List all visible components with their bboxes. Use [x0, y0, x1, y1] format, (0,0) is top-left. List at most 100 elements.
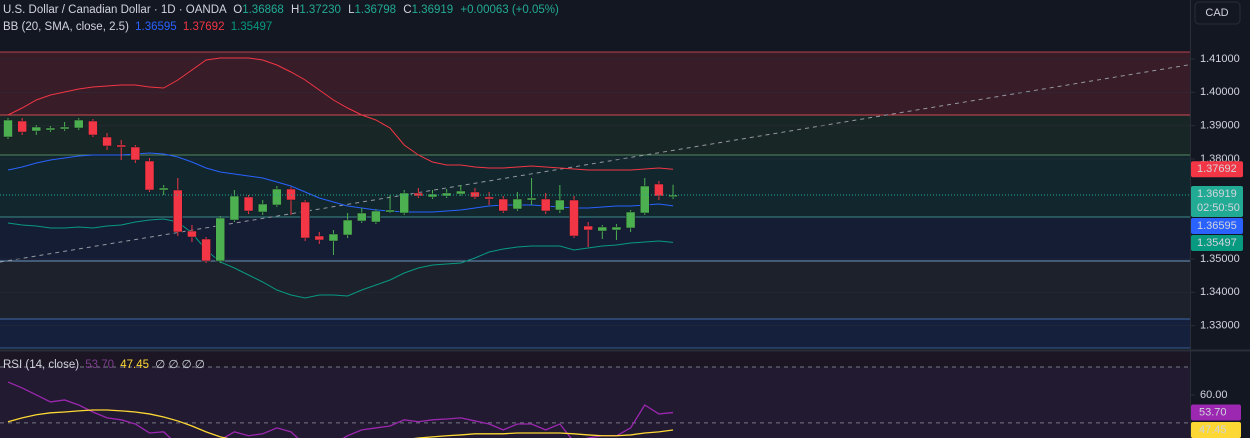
candle-body: [88, 120, 98, 136]
candle-body: [399, 192, 409, 214]
rsi-band: [0, 367, 1190, 438]
candle-body: [413, 192, 424, 197]
zone: [0, 155, 1190, 217]
candle-body: [116, 144, 126, 148]
rsi-extra: ∅ ∅ ∅ ∅: [155, 359, 205, 371]
price-badge: [1191, 235, 1243, 252]
candle-body: [102, 136, 112, 147]
candle-body: [243, 196, 254, 212]
candle-body: [654, 183, 664, 197]
candle-body: [342, 219, 353, 236]
ohlc-value: 1.36798: [355, 4, 397, 16]
candle-body: [201, 238, 211, 262]
drawings: [0, 51, 1190, 349]
candle-body: [498, 198, 508, 212]
bb-legend: BB (20, SMA, close, 2.5) 1.36595 1.37692…: [3, 21, 272, 33]
zone: [0, 115, 1190, 155]
candle-body: [328, 233, 339, 242]
bb-upper-value: 1.37692: [183, 21, 225, 33]
candle-body: [130, 146, 141, 161]
candle-body: [441, 192, 452, 197]
rsi-pane: [0, 351, 1190, 438]
candle-body: [357, 212, 367, 222]
rsi-title: RSI (14, close): [3, 359, 79, 371]
price-badge-label: 1.35497: [1197, 237, 1237, 249]
candle-body: [300, 201, 310, 239]
candle-body: [173, 189, 183, 233]
ohlc-label: O: [233, 4, 242, 16]
price-badge: [1191, 161, 1243, 178]
price-badge: [1191, 218, 1243, 235]
candle-body: [456, 190, 466, 195]
rsi-ma-value: 47.45: [120, 359, 149, 371]
bb-basis-value: 1.36595: [135, 21, 177, 33]
candle-body: [470, 191, 480, 198]
candle-body: [59, 126, 70, 130]
y-tick-label: 1.33000: [1200, 320, 1240, 332]
price-axis: 1.410001.400001.390001.380001.350001.340…: [1191, 53, 1243, 438]
countdown: 02:50:50: [1197, 202, 1240, 214]
candle-body: [3, 119, 13, 138]
candle-body: [31, 126, 42, 132]
candle-body: [385, 209, 395, 213]
currency-label[interactable]: CAD: [1205, 7, 1228, 19]
y-tick-label: 60.00: [1200, 389, 1228, 401]
zone: [0, 261, 1190, 319]
candle-body: [597, 226, 608, 232]
candle-body: [625, 211, 636, 229]
ohlc-label: H: [291, 4, 299, 16]
candle-body: [229, 195, 240, 221]
y-tick-label: 1.34000: [1200, 286, 1240, 298]
value-badge-label: 47.45: [1199, 424, 1227, 436]
zone: [0, 52, 1190, 115]
change: +0.00063 (+0.05%): [460, 4, 559, 16]
candle-body: [484, 196, 494, 200]
y-tick-label: 1.41000: [1200, 53, 1240, 65]
ohlc-label: L: [348, 4, 355, 16]
value-badge: [1191, 404, 1241, 421]
ohlc-value: 1.36868: [242, 4, 284, 16]
rsi-legend: RSI (14, close) 53.70 47.45 ∅ ∅ ∅ ∅: [3, 359, 205, 371]
zone: [0, 217, 1190, 261]
candle-body: [45, 127, 56, 131]
price-badge-label: 1.37692: [1197, 163, 1237, 175]
currency-button[interactable]: [1194, 1, 1241, 25]
y-tick-label: 1.40000: [1200, 86, 1240, 98]
rsi-value: 53.70: [85, 359, 114, 371]
price-pane: [0, 57, 1190, 327]
candle-body: [74, 119, 84, 129]
candle-body: [611, 226, 622, 231]
indicator-line: [7, 57, 674, 171]
candle-body: [371, 210, 381, 223]
candle-body: [583, 225, 593, 231]
value-badge: [1191, 422, 1241, 438]
candle-body: [540, 198, 551, 212]
candle-body: [187, 230, 197, 238]
candle-body: [512, 198, 523, 210]
bb-lower-value: 1.35497: [231, 21, 273, 33]
candle-body: [17, 120, 27, 133]
candle-body: [286, 188, 296, 201]
candle-body: [555, 199, 565, 211]
legend-row: U.S. Dollar / Canadian Dollar · 1D · OAN…: [3, 4, 559, 16]
candle-body: [215, 217, 225, 262]
ohlc-label: C: [403, 4, 411, 16]
candle-body: [640, 185, 650, 214]
trend-line: [0, 64, 1189, 263]
indicator-line: [7, 218, 674, 299]
symbol: U.S. Dollar / Canadian Dollar · 1D · OAN…: [3, 4, 227, 16]
candle-body: [569, 199, 579, 237]
candle-body: [144, 160, 155, 191]
y-tick-label: 1.39000: [1200, 120, 1240, 132]
candle-body: [668, 194, 678, 197]
price-badge-label: 1.36919: [1197, 188, 1237, 200]
indicator-line: [7, 409, 674, 438]
candle-body: [526, 197, 537, 201]
bb-title: BB (20, SMA, close, 2.5): [3, 21, 129, 33]
candle-body: [158, 187, 169, 191]
price-badge: [1191, 186, 1243, 218]
ohlc-value: 1.36919: [412, 4, 454, 16]
price-badge-label: 1.36595: [1197, 220, 1237, 232]
y-tick-label: 1.35000: [1200, 253, 1240, 265]
